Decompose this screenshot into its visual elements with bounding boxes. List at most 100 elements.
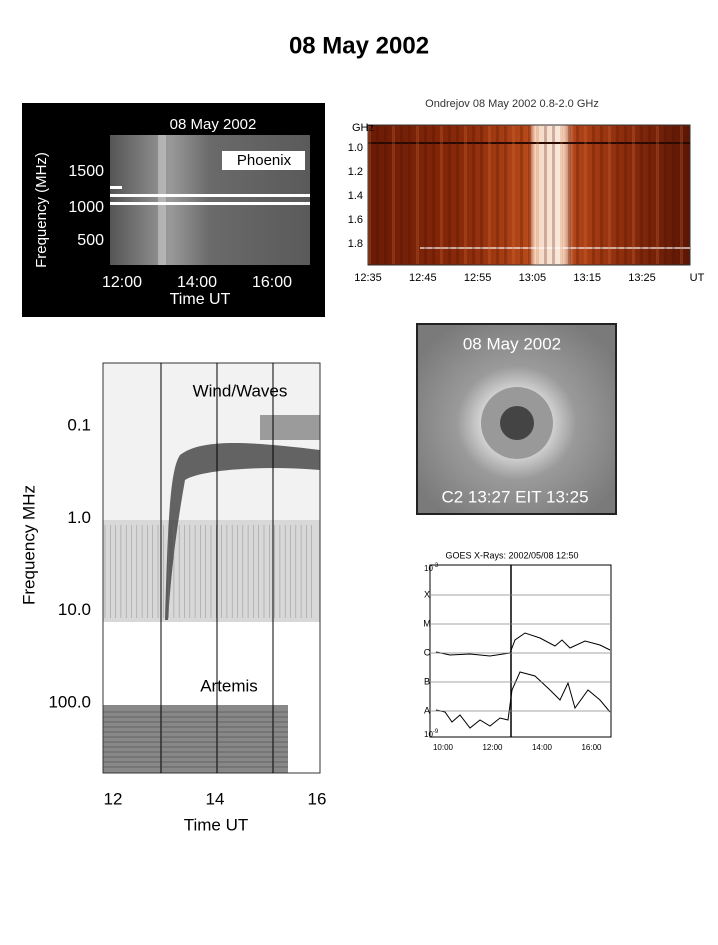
artemis-spectrum bbox=[103, 705, 288, 773]
page-title: 08 May 2002 bbox=[289, 32, 429, 59]
goes-x-tick: 12:00 bbox=[482, 743, 503, 752]
stripe bbox=[368, 126, 371, 264]
goes-x-tick: 16:00 bbox=[581, 743, 602, 752]
goes-class: A bbox=[424, 705, 430, 715]
goes-y-bottom: 10-9 bbox=[424, 729, 439, 740]
wind-noise bbox=[103, 520, 320, 622]
goes-x-tick: 10:00 bbox=[433, 743, 454, 752]
ondrejov-y-tick: 1.2 bbox=[348, 166, 363, 178]
exponent: -3 bbox=[433, 563, 439, 569]
stripe bbox=[616, 126, 619, 264]
ondrejov-y-tick: 1.4 bbox=[348, 190, 363, 202]
wind-x-tick: 16 bbox=[308, 789, 327, 808]
ondrejov-y-unit: GHz bbox=[352, 122, 374, 134]
goes-long bbox=[435, 632, 611, 657]
burst bbox=[158, 135, 166, 265]
stripe bbox=[576, 126, 579, 264]
lasco-footer: C2 13:27 EIT 13:25 bbox=[441, 487, 588, 506]
ondrejov-x-tick: 13:05 bbox=[519, 272, 547, 284]
wind-y-tick: 100.0 bbox=[48, 692, 91, 711]
stripe bbox=[528, 126, 531, 264]
ondrejov-x-tick: 12:55 bbox=[464, 272, 492, 284]
stripe bbox=[536, 126, 539, 264]
stripe bbox=[392, 126, 395, 264]
stripe bbox=[384, 126, 387, 264]
goes-x-tick: 14:00 bbox=[532, 743, 553, 752]
goes-class: M bbox=[423, 618, 431, 628]
ondrejov-y-tick: 1.8 bbox=[348, 238, 363, 250]
ondrejov-y-tick: 1.6 bbox=[348, 214, 363, 226]
ondrejov-spectrum bbox=[367, 124, 691, 266]
stripe bbox=[488, 126, 491, 264]
wind-x-label: Time UT bbox=[184, 815, 249, 834]
stripe bbox=[680, 126, 683, 264]
phoenix-label: Phoenix bbox=[237, 152, 292, 169]
stripe bbox=[416, 126, 419, 264]
wind-y-tick: 10.0 bbox=[58, 600, 91, 619]
stripe bbox=[672, 126, 675, 264]
phoenix-header: 08 May 2002 bbox=[170, 116, 257, 133]
interference bbox=[110, 202, 310, 205]
stripe bbox=[648, 126, 651, 264]
stripe bbox=[520, 126, 523, 264]
ondrejov-x-unit: UT bbox=[690, 272, 705, 284]
goes-class: C bbox=[424, 647, 431, 657]
wind-y-tick: 0.1 bbox=[67, 415, 91, 434]
stripe bbox=[544, 126, 547, 264]
base: 10 bbox=[424, 564, 433, 573]
goes-class: X bbox=[424, 589, 430, 599]
stripe bbox=[512, 126, 515, 264]
stripe bbox=[456, 126, 459, 264]
eit-disk bbox=[500, 406, 534, 440]
stripe bbox=[496, 126, 499, 264]
ondrejov-header: Ondrejov 08 May 2002 0.8-2.0 GHz bbox=[425, 98, 599, 110]
stripe bbox=[504, 126, 507, 264]
wind-x-tick: 12 bbox=[104, 789, 123, 808]
ondrejov-x-tick: 13:15 bbox=[573, 272, 601, 284]
phoenix-y-label: Frequency (MHz) bbox=[33, 152, 50, 268]
stripe bbox=[584, 126, 587, 264]
phoenix-x-tick: 12:00 bbox=[102, 274, 142, 291]
wind-label: Wind/Waves bbox=[193, 381, 288, 400]
stripe bbox=[608, 126, 611, 264]
stripe bbox=[432, 126, 435, 264]
stripe bbox=[640, 126, 643, 264]
lasco-header: 08 May 2002 bbox=[463, 334, 561, 353]
goes-y-top: 10-3 bbox=[424, 563, 439, 574]
phoenix-y-tick: 500 bbox=[77, 232, 104, 249]
ondrejov-y-tick: 1.0 bbox=[348, 142, 363, 154]
goes-short bbox=[435, 671, 611, 729]
interference bbox=[110, 186, 122, 189]
ondrejov-x-tick: 12:45 bbox=[409, 272, 437, 284]
type-ii-burst bbox=[165, 443, 320, 620]
stripe bbox=[480, 126, 483, 264]
wind-frame bbox=[102, 362, 321, 774]
stripe bbox=[560, 126, 563, 264]
phoenix-x-tick: 16:00 bbox=[252, 274, 292, 291]
exponent: -9 bbox=[433, 729, 439, 735]
wind-y-tick: 1.0 bbox=[67, 508, 91, 527]
stripe bbox=[400, 126, 403, 264]
stripe bbox=[664, 126, 667, 264]
stripe bbox=[624, 126, 627, 264]
phoenix-x-label: Time UT bbox=[170, 291, 231, 308]
stripe bbox=[472, 126, 475, 264]
stripe bbox=[656, 126, 659, 264]
stripe bbox=[632, 126, 635, 264]
stripe bbox=[408, 126, 411, 264]
stripe bbox=[464, 126, 467, 264]
phoenix-y-tick: 1000 bbox=[68, 199, 104, 216]
stripe bbox=[552, 126, 555, 264]
stripe bbox=[600, 126, 603, 264]
phoenix-y-tick: 1500 bbox=[68, 163, 104, 180]
goes-header: GOES X-Rays: 2002/05/08 12:50 bbox=[445, 550, 578, 560]
ondrejov-x-tick: 12:35 bbox=[354, 272, 382, 284]
emission bbox=[260, 415, 320, 440]
stripe bbox=[592, 126, 595, 264]
stripe bbox=[448, 126, 451, 264]
interference bbox=[110, 194, 310, 197]
artemis-label: Artemis bbox=[200, 676, 258, 695]
wind-y-label: Frequency MHz bbox=[19, 485, 38, 605]
